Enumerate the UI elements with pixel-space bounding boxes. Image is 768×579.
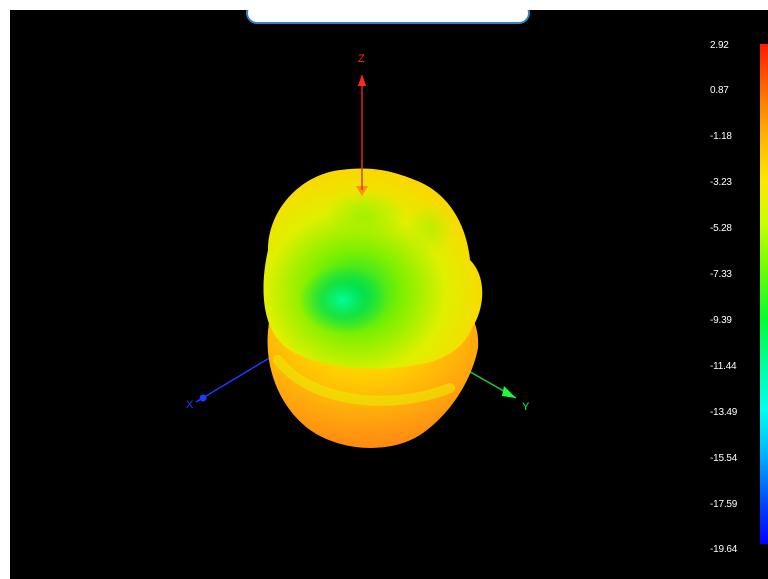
color-scale-legend: 2.92 0.87 -1.18 -3.23 -5.28 -7.33 -9.39 …	[710, 40, 768, 555]
legend-tick: 2.92	[710, 40, 729, 51]
legend-tick: -15.54	[710, 453, 738, 464]
y-axis-label: Y	[522, 401, 530, 413]
legend-tick: -9.39	[710, 315, 732, 326]
radiation-pattern-viewport[interactable]: Z X Y	[10, 10, 768, 579]
x-axis-label: X	[186, 399, 194, 411]
legend-tick: -11.44	[710, 361, 737, 372]
upper-lobe	[263, 168, 483, 369]
color-scale-bar	[760, 44, 768, 544]
legend-tick: -1.18	[710, 131, 732, 142]
pattern-svg: Z X Y	[186, 53, 530, 448]
legend-tick: 0.87	[710, 85, 729, 96]
legend-tick: -5.28	[710, 223, 732, 234]
legend-tick: -7.33	[710, 269, 732, 280]
legend-tick: -3.23	[710, 177, 732, 188]
legend-tick: -17.59	[710, 499, 738, 510]
legend-tick: -19.64	[710, 544, 738, 555]
top-tab[interactable]	[246, 10, 530, 24]
z-axis-label: Z	[358, 53, 365, 65]
legend-tick: -13.49	[710, 407, 738, 418]
3d-pattern-scene[interactable]: Z X Y	[10, 10, 700, 579]
